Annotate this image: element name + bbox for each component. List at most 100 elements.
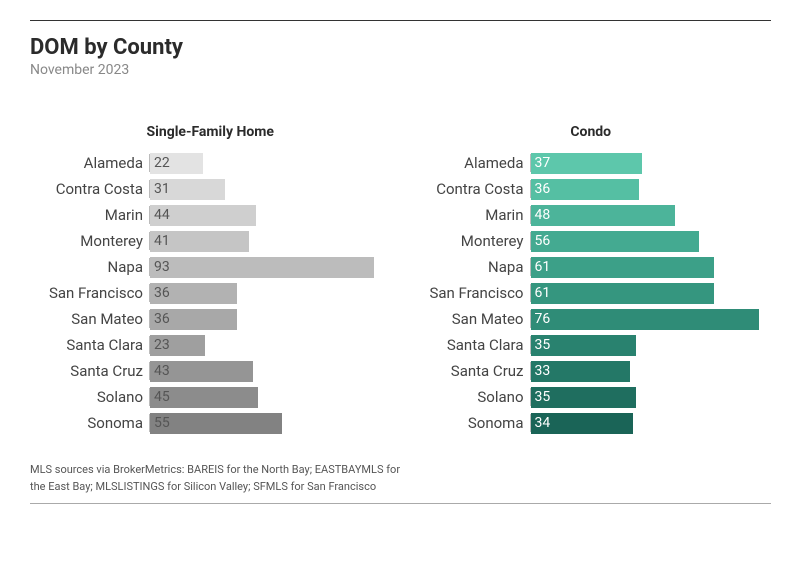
bar: 31 [150,179,225,200]
bar-value: 61 [531,285,551,301]
bar: 55 [150,413,282,434]
bar-row: Santa Clara23 [30,332,391,358]
bar-area: 56 [531,228,772,254]
bar-area: 45 [150,384,391,410]
bar-value: 61 [531,259,551,275]
bar-row-label: Monterey [30,232,150,250]
bar-row: Alameda22 [30,150,391,176]
bar-row: Alameda37 [411,150,772,176]
bar-row-label: Contra Costa [30,180,150,198]
footnote: MLS sources via BrokerMetrics: BAREIS fo… [30,462,410,495]
bar-row-label: Marin [411,206,531,224]
charts-container: Single-Family HomeAlameda22Contra Costa3… [30,124,771,436]
bar-row: Contra Costa31 [30,176,391,202]
bar: 61 [531,283,714,304]
bar-area: 36 [150,306,391,332]
bar-area: 43 [150,358,391,384]
bar: 36 [150,283,237,304]
bar-row-label: Alameda [411,154,531,172]
bar-row-label: Alameda [30,154,150,172]
bar-row: Monterey56 [411,228,772,254]
bar-row-label: Sonoma [30,414,150,432]
bar-row: San Mateo36 [30,306,391,332]
bar-row-label: Sonoma [411,414,531,432]
bar-value: 37 [531,155,551,171]
bar-value: 41 [150,233,170,249]
bar-row-label: Santa Cruz [411,362,531,380]
bar-row-label: San Mateo [30,310,150,328]
bar-row: San Mateo76 [411,306,772,332]
bar-area: 23 [150,332,391,358]
bar-area: 35 [531,384,772,410]
bar-value: 55 [150,415,170,431]
bar: 93 [150,257,374,278]
chart-panel-header: Condo [411,124,772,140]
bar-row: Santa Cruz33 [411,358,772,384]
bar-area: 93 [150,254,391,280]
bar: 33 [531,361,630,382]
bar-row: San Francisco61 [411,280,772,306]
bar-area: 76 [531,306,772,332]
bar-area: 61 [531,280,772,306]
chart-panel-header: Single-Family Home [30,124,391,140]
bar: 34 [531,413,633,434]
chart-subtitle: November 2023 [30,62,771,78]
bar-area: 37 [531,150,772,176]
bar-value: 44 [150,207,170,223]
bar-row: Solano35 [411,384,772,410]
bottom-rule [30,503,771,504]
bar: 44 [150,205,256,226]
bar-row-label: Marin [30,206,150,224]
bar-area: 44 [150,202,391,228]
bar: 36 [531,179,639,200]
bar-area: 41 [150,228,391,254]
bar-row: Napa61 [411,254,772,280]
bar-row: Monterey41 [30,228,391,254]
bar-area: 61 [531,254,772,280]
bar-value: 35 [531,337,551,353]
bar-area: 55 [150,410,391,436]
bar: 56 [531,231,699,252]
bar-row: Marin48 [411,202,772,228]
bar-row: San Francisco36 [30,280,391,306]
bar-value: 33 [531,363,551,379]
bar: 45 [150,387,258,408]
bar-area: 22 [150,150,391,176]
bar-value: 36 [531,181,551,197]
bar: 48 [531,205,675,226]
chart-panel: CondoAlameda37Contra Costa36Marin48Monte… [411,124,772,436]
bar: 76 [531,309,759,330]
bar: 22 [150,153,203,174]
bar-row: Marin44 [30,202,391,228]
bar-area: 36 [150,280,391,306]
bar: 37 [531,153,642,174]
bar-row: Santa Cruz43 [30,358,391,384]
bar-row: Solano45 [30,384,391,410]
bar-row-label: Napa [30,258,150,276]
bar-row: Contra Costa36 [411,176,772,202]
bar-value: 48 [531,207,551,223]
bar-area: 34 [531,410,772,436]
chart-panel: Single-Family HomeAlameda22Contra Costa3… [30,124,391,436]
bar-value: 23 [150,337,170,353]
bar-row-label: Napa [411,258,531,276]
bar-value: 36 [150,285,170,301]
bar-row: Sonoma34 [411,410,772,436]
bar-value: 45 [150,389,170,405]
bar: 36 [150,309,237,330]
chart-title: DOM by County [30,35,771,60]
bar-value: 34 [531,415,551,431]
bar-row-label: Santa Cruz [30,362,150,380]
bar-area: 33 [531,358,772,384]
bar: 35 [531,387,636,408]
bar-row: Napa93 [30,254,391,280]
bar-row-label: Contra Costa [411,180,531,198]
bar-value: 35 [531,389,551,405]
bar-row-label: Santa Clara [411,336,531,354]
bar-value: 22 [150,155,170,171]
top-rule [30,20,771,21]
bar-row-label: San Francisco [411,284,531,302]
bar-value: 43 [150,363,170,379]
bar-row-label: Monterey [411,232,531,250]
bar-value: 31 [150,181,170,197]
